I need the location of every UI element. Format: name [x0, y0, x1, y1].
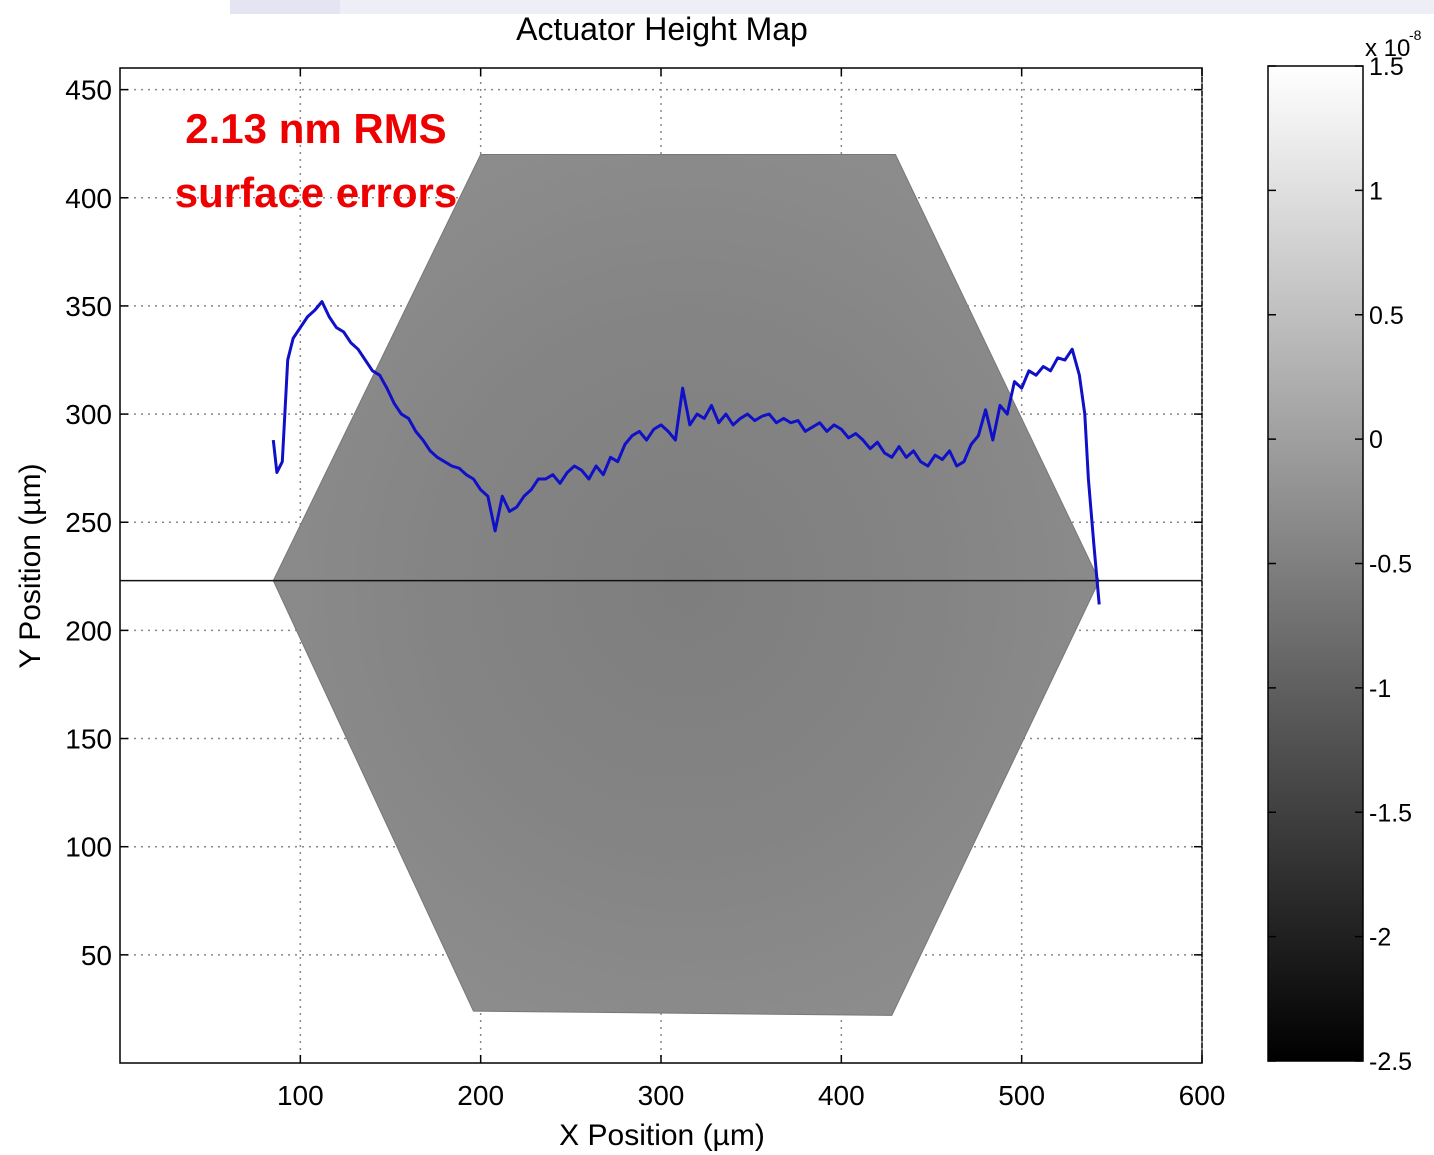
colorbar-tick-label: -1.5 [1369, 799, 1412, 827]
top-banner-strip [230, 0, 1434, 14]
colorbar-tick-label: 1.5 [1369, 53, 1404, 81]
y-tick-label: 350 [65, 291, 112, 322]
y-tick-label: 150 [65, 724, 112, 755]
y-tick-label: 300 [65, 399, 112, 430]
x-tick-label: 400 [818, 1080, 865, 1111]
profile-line [271, 300, 1101, 605]
x-tick-label: 500 [998, 1080, 1045, 1111]
colorbar-multiplier-base: x 10 [1365, 35, 1410, 62]
y-tick-label: 200 [65, 615, 112, 646]
y-tick-layer: 50 100 150 200 250 300 350 400 450 [65, 75, 1202, 971]
colorbar-tick-label: 0.5 [1369, 302, 1404, 330]
y-tick-label: 250 [65, 507, 112, 538]
x-tick-label: 600 [1179, 1080, 1226, 1111]
x-tick-label: 100 [277, 1080, 324, 1111]
x-tick-layer: 100 200 300 400 500 600 [277, 68, 1225, 1111]
rms-annotation-line-1: 2.13 nm RMS [185, 105, 446, 152]
y-axis-label: Y Position (µm) [14, 463, 47, 668]
y-tick-label: 400 [65, 183, 112, 214]
y-tick-label: 100 [65, 832, 112, 863]
colorbar-tick-label: -2 [1369, 924, 1391, 952]
y-tick-label: 50 [81, 940, 112, 971]
rms-annotation-line-2: surface errors [175, 169, 458, 216]
colorbar [1267, 65, 1364, 1062]
colorbar-tick-label: -2.5 [1369, 1048, 1412, 1076]
x-axis-label: X Position (µm) [559, 1119, 765, 1152]
x-tick-label: 300 [638, 1080, 685, 1111]
x-tick-label: 200 [457, 1080, 504, 1111]
colorbar-tick-label: 1 [1369, 177, 1383, 205]
y-tick-label: 450 [65, 75, 112, 106]
chart-title: Actuator Height Map [516, 11, 808, 47]
colorbar-tick-label: -1 [1369, 675, 1391, 703]
top-banner-strip-accent [230, 0, 340, 14]
colorbar-tick-layer: 1.5 1 0.5 0 -0.5 -1 -1.5 -2 -2.5 [1268, 53, 1412, 1076]
colorbar-tick-label: -0.5 [1369, 551, 1412, 579]
colorbar-tick-label: 0 [1369, 426, 1383, 454]
colorbar-multiplier-exponent: -8 [1409, 27, 1422, 43]
